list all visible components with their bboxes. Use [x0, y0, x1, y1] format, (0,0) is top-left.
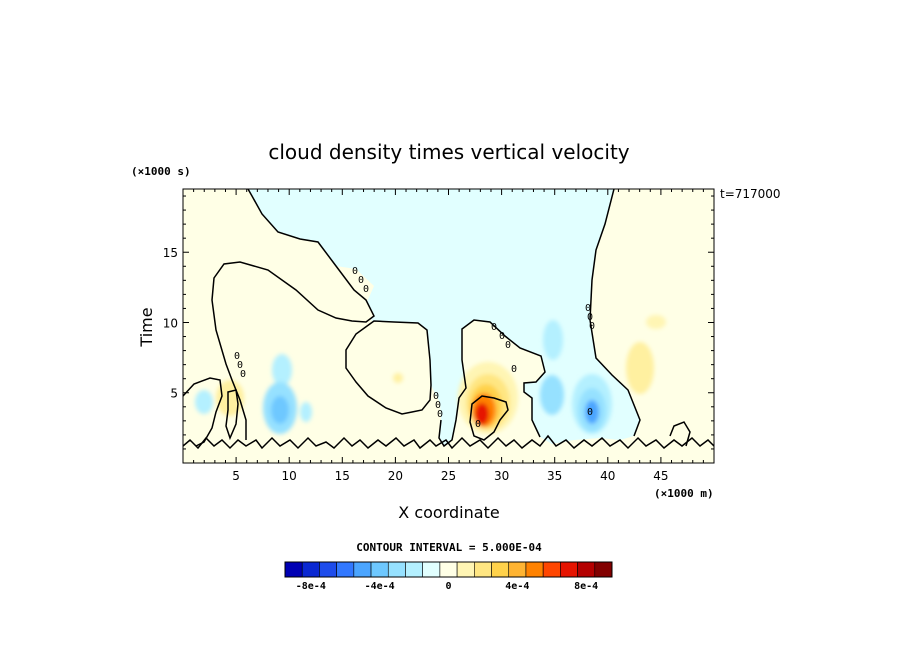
- contour-label: 0: [237, 360, 243, 371]
- contour-label: 0: [585, 303, 591, 314]
- colorbar-swatch: [474, 561, 492, 578]
- colorbar-swatch: [387, 561, 406, 578]
- negative-light-left: [272, 354, 292, 386]
- colorbar-tick-label: -8e-4: [296, 581, 326, 592]
- colorbar-swatch: [542, 561, 561, 578]
- negative-light-mid-right: [543, 320, 563, 360]
- contour-main-updraft: [438, 319, 546, 448]
- x-unit-label: (×1000 m): [654, 487, 714, 500]
- contour-label: 0: [433, 391, 439, 402]
- contour-label: 0: [352, 266, 358, 277]
- colorbar-swatch: [336, 561, 355, 578]
- colorbar-swatch: [301, 561, 320, 578]
- contour-label: 0: [587, 312, 593, 323]
- contour-label: 0: [435, 400, 441, 411]
- x-axis-label: X coordinate: [398, 503, 499, 522]
- contour-right-small: [669, 421, 691, 447]
- x-tick-label: 5: [232, 469, 240, 483]
- colorbar-swatch: [525, 561, 544, 578]
- x-tick-label: 20: [388, 469, 403, 483]
- colorbar-swatch: [508, 561, 527, 578]
- contour-label: 0: [234, 351, 240, 362]
- contour-label: 0: [589, 321, 595, 332]
- colorbar-swatch: [353, 561, 372, 578]
- positive-lobe-center: [346, 321, 431, 414]
- positive-light-center: [393, 373, 403, 383]
- x-tick-label: 10: [282, 469, 297, 483]
- zero-contours: [183, 189, 714, 450]
- negative-region: [248, 189, 640, 446]
- colorbar-tick-label: 0: [445, 581, 451, 592]
- contour-label: 0: [358, 275, 364, 286]
- colorbar-tick-label: 8e-4: [574, 581, 598, 592]
- y-axis-ticks: 5 10 15: [163, 195, 714, 450]
- contour-left-cell: [183, 377, 223, 447]
- x-tick-label: 25: [441, 469, 456, 483]
- contour-center-lobe: [345, 320, 432, 415]
- y-unit-label: (×1000 s): [131, 165, 191, 178]
- contour-label: 0: [587, 407, 593, 418]
- colorbar-frame: [284, 561, 613, 578]
- plot-area: 0 0 0 0 0 0 0 0 0 0 0 0 0 0 0 0 0 0 5 10 1…: [163, 188, 715, 483]
- y-axis-label: Time: [137, 307, 156, 347]
- negative-light-far-left: [195, 390, 213, 414]
- x-axis-ticks: 5 10 15 20 25 30 35 40 45: [193, 189, 704, 483]
- contour-label: 0: [437, 409, 443, 420]
- colorbar-swatch: [594, 561, 613, 578]
- colorbar-tick-label: 4e-4: [505, 581, 529, 592]
- y-tick-label: 10: [163, 316, 178, 330]
- x-tick-label: 30: [494, 469, 509, 483]
- negative-medium-mid-right: [540, 375, 564, 415]
- positive-core: [475, 403, 489, 425]
- contour-label: 0: [505, 340, 511, 351]
- contour-label: 0: [475, 419, 481, 430]
- x-tick-label: 40: [600, 469, 615, 483]
- colorbar-swatch: [370, 561, 389, 578]
- colorbar-swatch: [319, 561, 337, 578]
- colorbar-tick-label: -4e-4: [365, 581, 395, 592]
- contour-interval-note: CONTOUR INTERVAL = 5.000E-04: [356, 541, 542, 554]
- contour-label: 0: [499, 331, 505, 342]
- colorbar-swatch: [456, 561, 475, 578]
- positive-light-right: [626, 342, 654, 394]
- x-tick-label: 45: [653, 469, 668, 483]
- negative-core-left: [271, 396, 289, 424]
- negative-weak-left-2: [300, 402, 312, 422]
- contour-surface-noise: [183, 434, 714, 450]
- positive-light-upper-right: [646, 315, 666, 329]
- contour-updraft-core: [469, 395, 509, 441]
- positive-lobe-right: [590, 189, 714, 438]
- colorbar-swatch: [577, 561, 596, 578]
- contour-label: 0: [363, 284, 369, 295]
- y-tick-label: 15: [163, 246, 178, 260]
- contour-label: 0: [240, 369, 246, 380]
- colorbar-swatch: [560, 561, 578, 578]
- colorbar-swatch: [422, 561, 441, 578]
- colorbar-swatch: [491, 561, 510, 578]
- x-tick-label: 15: [335, 469, 350, 483]
- y-tick-label: 5: [170, 387, 178, 401]
- colorbar-swatch: [439, 561, 458, 578]
- colorbar-swatch: [405, 561, 423, 578]
- colorbar: -8e-4 -4e-4 0 4e-4 8e-4: [284, 561, 613, 592]
- chart-title: cloud density times vertical velocity: [268, 140, 629, 164]
- contour-label: 0: [511, 364, 517, 375]
- contour-left-envelope: [211, 189, 375, 440]
- contour-labels: 0 0 0 0 0 0 0 0 0 0 0 0 0 0 0 0 0 0: [234, 266, 595, 430]
- contour-right-envelope: [589, 189, 641, 437]
- time-stamp: t=717000: [720, 187, 781, 201]
- contour-left-inner: [225, 389, 239, 441]
- contour-label: 0: [491, 322, 497, 333]
- x-tick-label: 35: [547, 469, 562, 483]
- negative-core-right: [585, 400, 599, 424]
- colorbar-swatch: [284, 561, 303, 578]
